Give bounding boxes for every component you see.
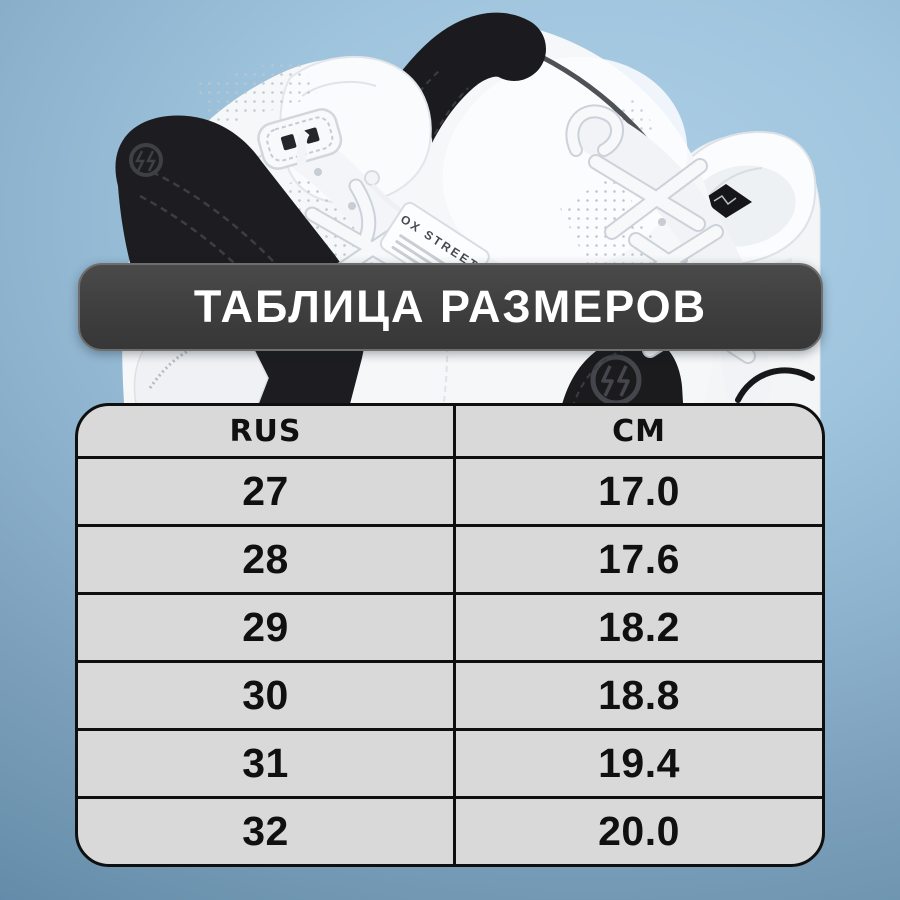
cm-cell: 17.0 (598, 468, 680, 514)
cm-cell: 17.6 (598, 536, 680, 582)
sneakers-photo: OX STREET (115, 12, 821, 452)
table-header-row: RUS CM (78, 406, 822, 459)
rus-cell: 32 (78, 799, 456, 864)
rus-cell: 30 (78, 663, 456, 728)
eyelet-plate (257, 108, 343, 170)
rus-cell: 29 (78, 595, 456, 660)
table-row: 27 17.0 (78, 459, 822, 527)
cm-cell: 18.8 (598, 672, 680, 718)
table-row: 32 20.0 (78, 799, 822, 864)
table-row: 29 18.2 (78, 595, 822, 663)
size-table: RUS CM 27 17.0 28 17.6 29 18.2 30 18.8 3… (75, 403, 825, 867)
cm-column-header: CM (612, 413, 666, 449)
circle-logo-icon (129, 143, 163, 177)
rus-cell: 28 (78, 527, 456, 592)
cm-cell: 18.2 (598, 604, 680, 650)
heel-arc-line (735, 367, 815, 403)
rus-cell: 27 (78, 459, 456, 524)
size-table-banner: ТАБЛИЦА РАЗМЕРОВ (78, 263, 823, 351)
banner-title: ТАБЛИЦА РАЗМЕРОВ (193, 281, 708, 332)
table-row: 31 19.4 (78, 731, 822, 799)
table-row: 30 18.8 (78, 663, 822, 731)
rus-cell: 31 (78, 731, 456, 796)
tongue-tag-icon (702, 184, 752, 218)
cm-cell: 19.4 (598, 740, 680, 786)
cm-cell: 20.0 (598, 808, 680, 854)
rus-column-header: RUS (78, 406, 456, 456)
table-row: 28 17.6 (78, 527, 822, 595)
